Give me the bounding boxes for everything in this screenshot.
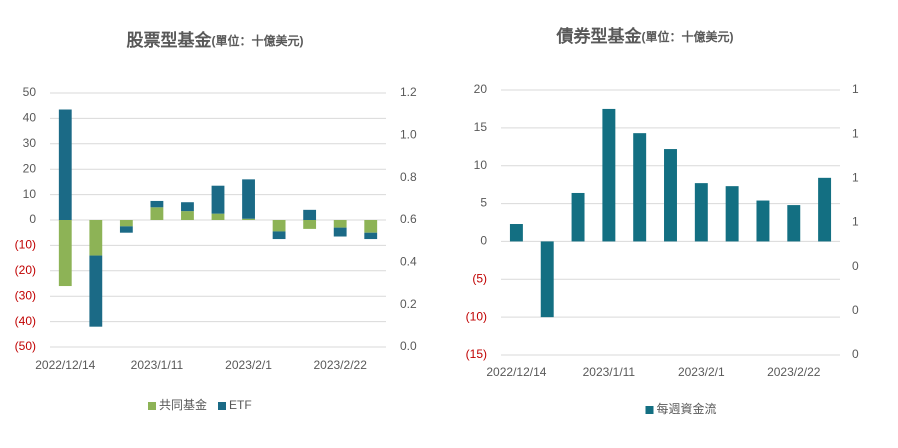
bar-segment	[364, 232, 378, 240]
y2-tick-label: 0.2	[400, 297, 417, 311]
bar	[756, 200, 770, 242]
y-tick-label: 20	[23, 161, 37, 175]
y-tick-label: 0	[29, 212, 36, 226]
bar-segment	[181, 211, 194, 220]
y-tick-label: 10	[23, 187, 37, 201]
y-tick-label: (5)	[472, 271, 487, 285]
y-tick-label: 5	[480, 196, 487, 210]
subtitle: (單位：十億美元)	[642, 29, 734, 44]
y-tick-label: 30	[23, 136, 37, 150]
y-tick-label: (50)	[15, 339, 36, 353]
bar-segment	[211, 213, 225, 220]
bar-segment	[303, 220, 317, 229]
subtitle: (單位：十億美元)	[212, 33, 304, 48]
bar-segment	[333, 227, 347, 237]
x-tick-label: 2023/2/22	[767, 365, 821, 379]
bar	[818, 177, 832, 242]
bar-segment	[242, 179, 255, 219]
bar-segment	[150, 200, 164, 208]
y2-tick-label: 1.0	[400, 128, 417, 142]
title: 債券型基金	[556, 26, 643, 46]
bar-segment	[58, 220, 72, 287]
bar-segment	[119, 220, 133, 227]
x-tick-label: 2023/1/11	[583, 365, 636, 379]
y-tick-label: (30)	[15, 288, 36, 302]
bar-segment	[150, 207, 164, 220]
y2-tick-label: 1	[852, 126, 859, 140]
y-tick-label: 50	[23, 85, 37, 99]
legend-swatch	[148, 402, 156, 410]
y-tick-label: (20)	[15, 263, 36, 277]
bar-segment	[89, 255, 103, 327]
y-tick-label: 20	[474, 82, 488, 96]
y-tick-label: (40)	[15, 314, 36, 328]
bar-segment	[58, 109, 72, 220]
x-tick-label: 2023/2/1	[678, 365, 725, 379]
y-tick-label: 15	[474, 120, 488, 134]
bar-segment	[242, 218, 255, 220]
bar	[664, 149, 677, 242]
bar	[725, 186, 739, 242]
bar	[509, 224, 523, 242]
y-tick-label: 10	[474, 158, 488, 172]
y2-tick-label: 1.2	[400, 85, 417, 99]
legend-label: 共同基金	[159, 397, 207, 412]
bar-segment	[119, 226, 133, 233]
y-tick-label: (10)	[466, 309, 487, 323]
x-tick-label: 2023/2/22	[313, 358, 367, 372]
x-tick-label: 2022/12/14	[35, 358, 95, 372]
bar	[571, 192, 585, 242]
bar-segment	[181, 202, 194, 212]
legend-label: 每週資金流	[657, 401, 717, 416]
bar-segment	[303, 209, 317, 220]
bar	[694, 183, 708, 242]
title: 股票型基金	[127, 30, 213, 50]
x-tick-label: 2023/2/1	[225, 358, 272, 372]
bar-segment	[89, 220, 103, 256]
x-tick-label: 2023/1/11	[131, 358, 184, 372]
y-tick-label: 40	[23, 111, 37, 125]
y2-tick-label: 0	[852, 347, 859, 361]
bar-segment	[211, 185, 225, 214]
bar	[540, 241, 554, 318]
y2-tick-label: 1	[852, 171, 859, 185]
legend-swatch	[218, 402, 226, 410]
x-tick-label: 2022/12/14	[486, 365, 546, 379]
bar-segment	[272, 231, 286, 240]
y2-tick-label: 1	[852, 82, 859, 96]
y-tick-label: (10)	[15, 238, 36, 252]
y2-tick-label: 0.8	[400, 170, 417, 184]
y2-tick-label: 0	[852, 303, 859, 317]
y2-tick-label: 1	[852, 215, 859, 229]
bar	[633, 133, 647, 242]
y-tick-label: (15)	[466, 347, 487, 361]
y2-tick-label: 0.4	[400, 255, 417, 269]
chart-title: 股票型基金(單位：十億美元)	[127, 30, 304, 50]
bar-segment	[272, 220, 286, 232]
y2-tick-label: 0	[852, 259, 859, 273]
bar-segment	[364, 220, 378, 233]
bar-segment	[333, 220, 347, 228]
y-tick-label: 0	[480, 234, 487, 248]
legend-swatch	[645, 406, 654, 414]
y2-tick-label: 0.0	[400, 339, 417, 353]
y2-tick-label: 0.6	[400, 212, 417, 226]
bar	[602, 108, 616, 242]
legend-label: ETF	[229, 398, 252, 412]
chart-title: 債券型基金(單位：十億美元)	[556, 26, 734, 46]
bar	[787, 205, 801, 242]
